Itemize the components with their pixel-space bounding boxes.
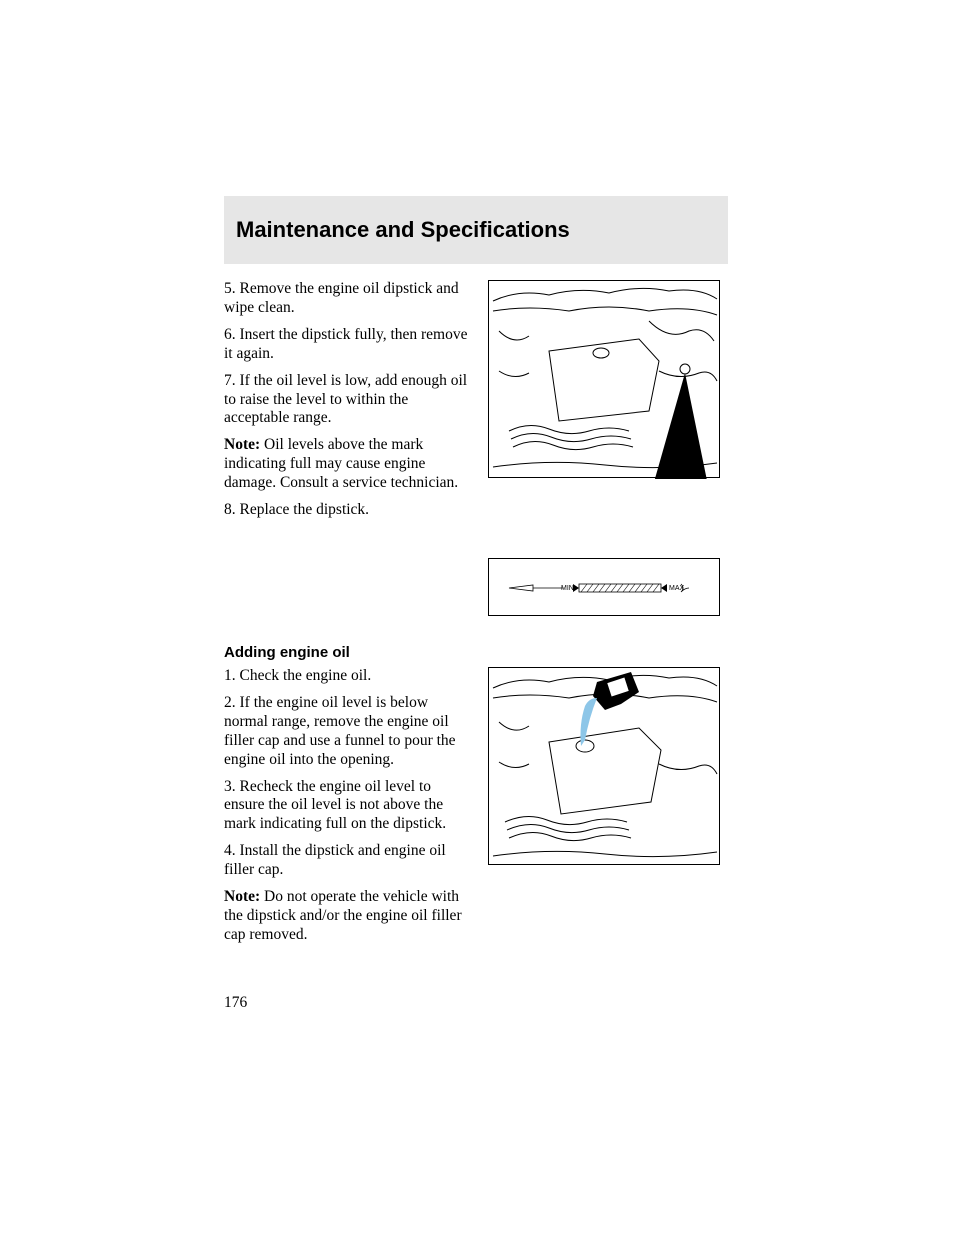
oil-stream	[581, 698, 598, 746]
manual-page: Maintenance and Specifications 5. Remove…	[0, 0, 954, 1235]
section-adding-oil: Adding engine oil 1. Check the engine oi…	[224, 644, 728, 953]
engine-bay-svg	[489, 281, 721, 479]
step-5: 5. Remove the engine oil dipstick and wi…	[224, 280, 472, 318]
add-step-1: 1. Check the engine oil.	[224, 667, 472, 686]
dipstick-detail-illustration: MIN MAX	[488, 558, 720, 616]
oil-bottle-icon	[593, 672, 639, 710]
section-header-band: Maintenance and Specifications	[224, 196, 728, 264]
engine-bay-pour-svg	[489, 668, 721, 866]
step-8: 8. Replace the dipstick.	[224, 501, 472, 520]
dipstick-max-label: MAX	[669, 585, 684, 592]
note-label: Note:	[224, 436, 260, 453]
dipstick-min-label: MIN	[561, 585, 574, 592]
note-label-2: Note:	[224, 888, 260, 905]
engine-bay-illustration	[488, 280, 720, 478]
section-oil-check: 5. Remove the engine oil dipstick and wi…	[224, 280, 728, 616]
page-content: 5. Remove the engine oil dipstick and wi…	[224, 280, 728, 981]
add-step-3: 3. Recheck the engine oil level to ensur…	[224, 778, 472, 835]
add-step-2: 2. If the engine oil level is below norm…	[224, 694, 472, 770]
step-7: 7. If the oil level is low, add enough o…	[224, 372, 472, 429]
note-dipstick-cap: Note: Do not operate the vehicle with th…	[224, 888, 472, 945]
dipstick-svg	[489, 559, 721, 617]
section-oil-check-text: 5. Remove the engine oil dipstick and wi…	[224, 280, 472, 616]
section-adding-oil-text: 1. Check the engine oil. 2. If the engin…	[224, 667, 472, 953]
note-text-2: Do not operate the vehicle with the dips…	[224, 888, 462, 943]
section-adding-oil-figure	[488, 667, 728, 953]
callout-pointer	[635, 373, 721, 479]
page-number: 176	[224, 994, 247, 1012]
section-header-title: Maintenance and Specifications	[236, 217, 570, 243]
adding-oil-heading: Adding engine oil	[224, 644, 728, 661]
note-oil-level: Note: Oil levels above the mark indicati…	[224, 436, 472, 493]
section-oil-check-figures: MIN MAX	[488, 280, 728, 616]
add-step-4: 4. Install the dipstick and engine oil f…	[224, 842, 472, 880]
note-text: Oil levels above the mark indicating ful…	[224, 436, 458, 491]
engine-bay-oil-pour-illustration	[488, 667, 720, 865]
step-6: 6. Insert the dipstick fully, then remov…	[224, 326, 472, 364]
